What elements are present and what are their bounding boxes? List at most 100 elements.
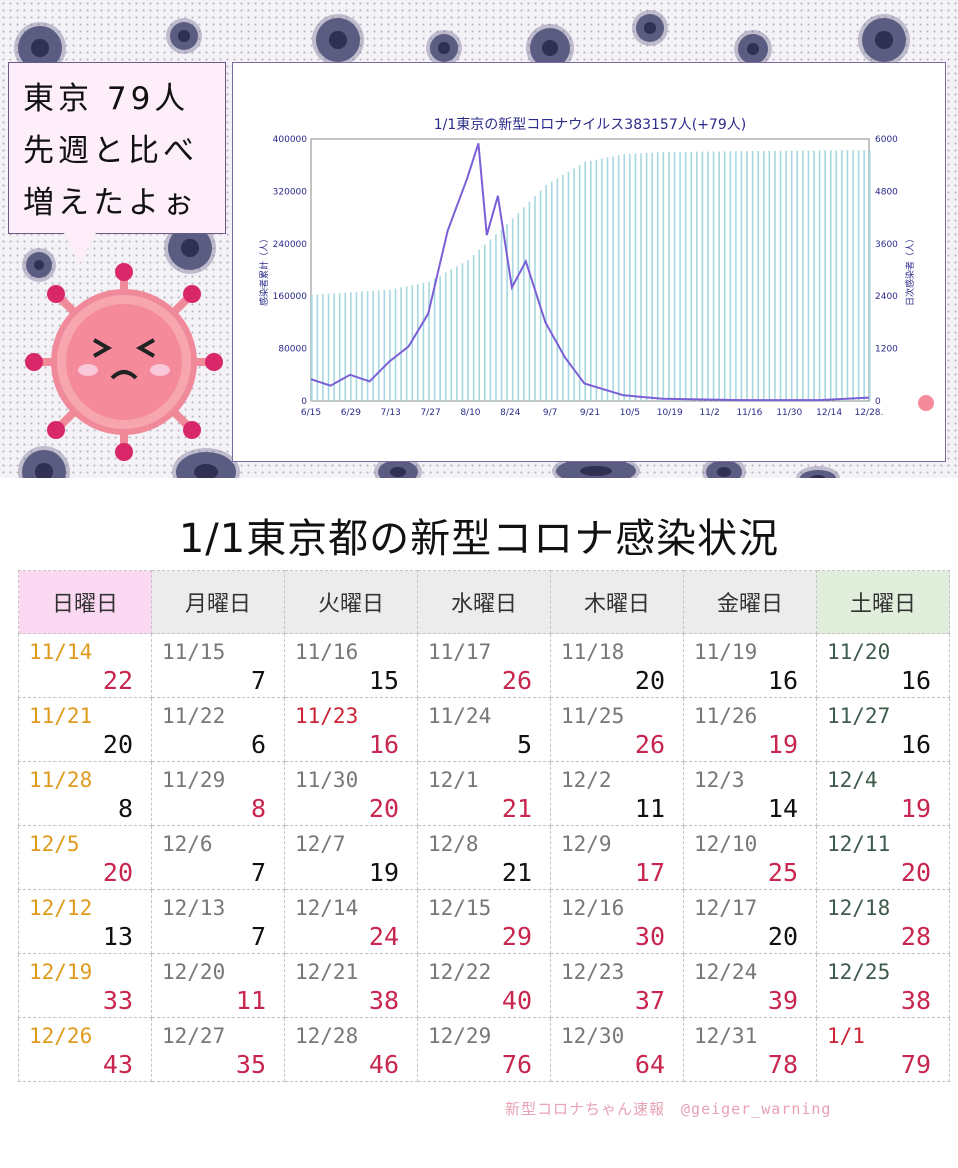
y2-tick-label: 3600 [875, 240, 898, 250]
case-count: 78 [767, 1050, 798, 1079]
cumulative-bar [785, 150, 787, 401]
y2-axis-label: 日次感染者（人） [904, 234, 916, 306]
date-label: 11/18 [561, 640, 625, 664]
x-tick-label: 11/30 [776, 408, 802, 418]
case-count: 79 [900, 1050, 931, 1079]
chart: 1/1東京の新型コロナウイルス383157人(+79人) 6/15 6/29 7/13… [258, 117, 934, 418]
cumulative-bar [344, 292, 347, 401]
cumulative-bar [802, 150, 804, 401]
cumulative-bar [322, 294, 324, 401]
case-count: 25 [767, 858, 798, 887]
calendar-day-cell: 12/22 40 [417, 953, 551, 1018]
cumulative-bar [428, 281, 430, 401]
cumulative-bar [623, 154, 626, 401]
x-tick-label: 8/24 [500, 408, 520, 418]
cumulative-bar [472, 255, 475, 401]
y2-tick-label: 1200 [875, 345, 898, 355]
calendar-day-cell: 11/17 26 [417, 633, 551, 698]
y2-tick-label: 4800 [875, 187, 898, 197]
calendar-day-cell: 12/16 30 [550, 889, 684, 954]
cumulative-bar [545, 184, 547, 401]
cumulative-bar [729, 151, 732, 401]
cumulative-bar [500, 229, 503, 401]
cumulative-bar [478, 249, 480, 401]
cumulative-bar [634, 153, 637, 401]
case-count: 29 [501, 922, 532, 951]
calendar-title: 1/1東京都の新型コロナ感染状況 [178, 516, 780, 562]
date-label: 12/27 [162, 1024, 226, 1048]
x-tick-label: 7/13 [381, 408, 401, 418]
cumulative-bar [690, 151, 693, 401]
weekday-header: 水曜日 [417, 570, 551, 634]
calendar-day-cell: 12/3 14 [683, 761, 817, 826]
cumulative-bar [612, 156, 614, 401]
case-count: 46 [368, 1050, 399, 1079]
date-label: 12/9 [561, 832, 612, 856]
cumulative-bar [617, 155, 620, 401]
daily-cases-line [310, 143, 870, 402]
calendar-day-cell: 12/27 35 [151, 1017, 285, 1082]
date-label: 11/27 [827, 704, 891, 728]
weekday-header: 火曜日 [284, 570, 418, 634]
case-count: 5 [516, 730, 532, 759]
calendar-week-row: 12/12 13 12/13 7 12/14 24 12/15 29 12/16 30 12/17 2… [18, 889, 950, 954]
virus-decoration [26, 252, 52, 278]
cumulative-bar [567, 171, 570, 401]
case-count: 38 [900, 986, 931, 1015]
cumulative-bar [511, 218, 514, 401]
case-count: 8 [250, 794, 266, 823]
calendar-day-cell: 11/19 16 [683, 633, 817, 698]
cumulative-bar [762, 150, 765, 401]
cumulative-bar [751, 151, 754, 401]
cumulative-bar [338, 293, 341, 401]
y2-tick-label: 0 [875, 397, 881, 407]
date-label: 1/1 [827, 1024, 865, 1048]
cumulative-bar [746, 151, 748, 401]
calendar-day-cell: 11/30 20 [284, 761, 418, 826]
cumulative-bar [355, 291, 358, 401]
case-count: 24 [368, 922, 399, 951]
case-count: 17 [634, 858, 665, 887]
calendar-week-row: 11/21 20 11/22 6 11/23 16 11/24 5 11/25 26 11/26 19… [18, 697, 950, 762]
calendar-day-cell: 12/7 19 [284, 825, 418, 890]
cumulative-bar [444, 272, 447, 401]
calendar-day-cell: 11/21 20 [18, 697, 152, 762]
date-label: 11/20 [827, 640, 891, 664]
case-count: 20 [368, 794, 399, 823]
cumulative-bar [523, 207, 525, 401]
x-tick-label: 10/19 [657, 408, 683, 418]
calendar-day-cell: 12/1 21 [417, 761, 551, 826]
date-label: 12/6 [162, 832, 213, 856]
cumulative-bar [506, 224, 508, 401]
date-label: 12/22 [428, 960, 492, 984]
date-label: 12/4 [827, 768, 878, 792]
cumulative-bar [495, 234, 497, 401]
case-count: 16 [900, 730, 931, 759]
cumulative-bar [668, 152, 670, 401]
cumulative-bar [461, 263, 464, 401]
calendar-day-cell: 11/26 19 [683, 697, 817, 762]
cumulative-bar [394, 288, 397, 401]
cumulative-bar [796, 150, 799, 401]
cumulative-bar [411, 285, 414, 401]
case-count: 39 [767, 986, 798, 1015]
calendar-day-cell: 11/28 8 [18, 761, 152, 826]
calendar-day-cell: 12/4 19 [816, 761, 950, 826]
calendar-day-cell: 12/6 7 [151, 825, 285, 890]
date-label: 11/26 [694, 704, 758, 728]
case-count: 40 [501, 986, 532, 1015]
calendar-week-row: 12/26 43 12/27 35 12/28 46 12/29 76 12/30 64 12/31… [18, 1017, 950, 1082]
case-count: 8 [117, 794, 133, 823]
weekday-header-row: 日曜日 月曜日 火曜日 水曜日 木曜日 金曜日 土曜日 [18, 570, 950, 634]
calendar-day-cell: 12/12 13 [18, 889, 152, 954]
cumulative-bar [573, 168, 575, 401]
y-tick-label: 0 [301, 397, 307, 407]
x-tick-label: 6/29 [341, 408, 361, 418]
virus-decoration [170, 22, 198, 50]
speech-line: 先週と比べ [23, 133, 198, 169]
calendar-day-cell: 11/16 15 [284, 633, 418, 698]
calendar-day-cell: 11/14 22 [18, 633, 152, 698]
cumulative-bar [701, 151, 704, 401]
case-count: 16 [767, 666, 798, 695]
date-label: 11/14 [29, 640, 93, 664]
